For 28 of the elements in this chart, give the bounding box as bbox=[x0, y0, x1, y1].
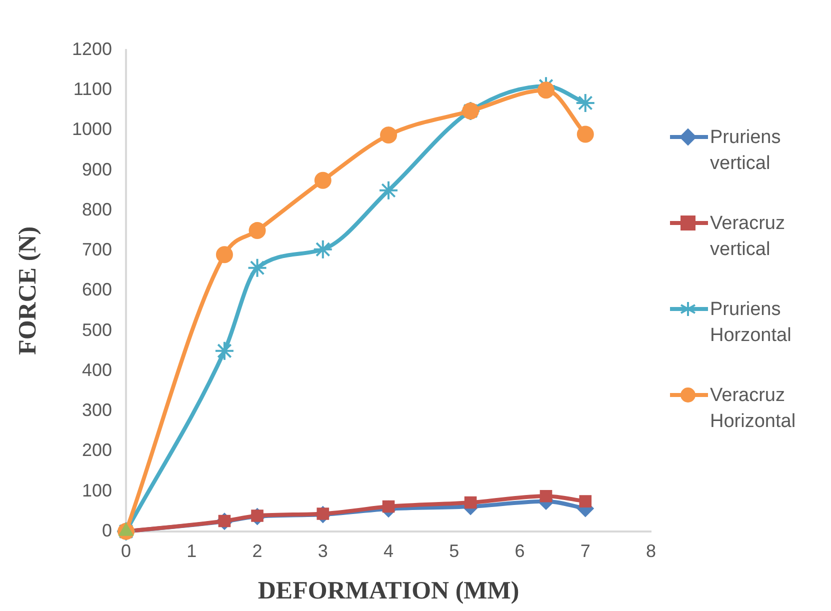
x-tick-label: 2 bbox=[252, 541, 262, 562]
y-tick-label: 900 bbox=[82, 159, 112, 180]
legend-label: Veracruz Horizontal bbox=[710, 384, 797, 434]
y-tick-label: 300 bbox=[82, 400, 112, 420]
x-tick-label: 5 bbox=[449, 541, 460, 562]
x-tick-label: 1 bbox=[186, 541, 197, 562]
y-tick-label: 500 bbox=[82, 320, 112, 340]
y-tick-label: 100 bbox=[82, 480, 112, 500]
x-axis-title: DEFORMATION (MM) bbox=[258, 577, 520, 604]
y-tick-label: 700 bbox=[82, 240, 112, 260]
x-tick-label: 0 bbox=[121, 541, 132, 562]
legend-label: Pruriens Horzontal bbox=[710, 298, 792, 348]
x-tick-label: 7 bbox=[580, 541, 590, 562]
legend-label: Pruriens vertical bbox=[710, 126, 782, 176]
y-tick-label: 1200 bbox=[72, 38, 112, 59]
y-tick-label: 600 bbox=[82, 280, 112, 300]
y-tick-label: 400 bbox=[82, 360, 112, 380]
legend-label: Veracruz vertical bbox=[710, 212, 786, 262]
x-tick-label: 8 bbox=[646, 541, 656, 562]
x-tick-label: 3 bbox=[318, 541, 328, 562]
y-tick-label: 1100 bbox=[73, 79, 112, 100]
y-tick-label: 800 bbox=[82, 199, 112, 220]
x-tick-label: 6 bbox=[514, 541, 525, 562]
y-tick-label: 1000 bbox=[72, 119, 112, 140]
y-tick-label: 200 bbox=[82, 440, 112, 460]
x-tick-label: 4 bbox=[384, 541, 394, 562]
y-axis-title: FORCE (N) bbox=[14, 226, 42, 355]
y-tick-label: 0 bbox=[102, 520, 112, 540]
